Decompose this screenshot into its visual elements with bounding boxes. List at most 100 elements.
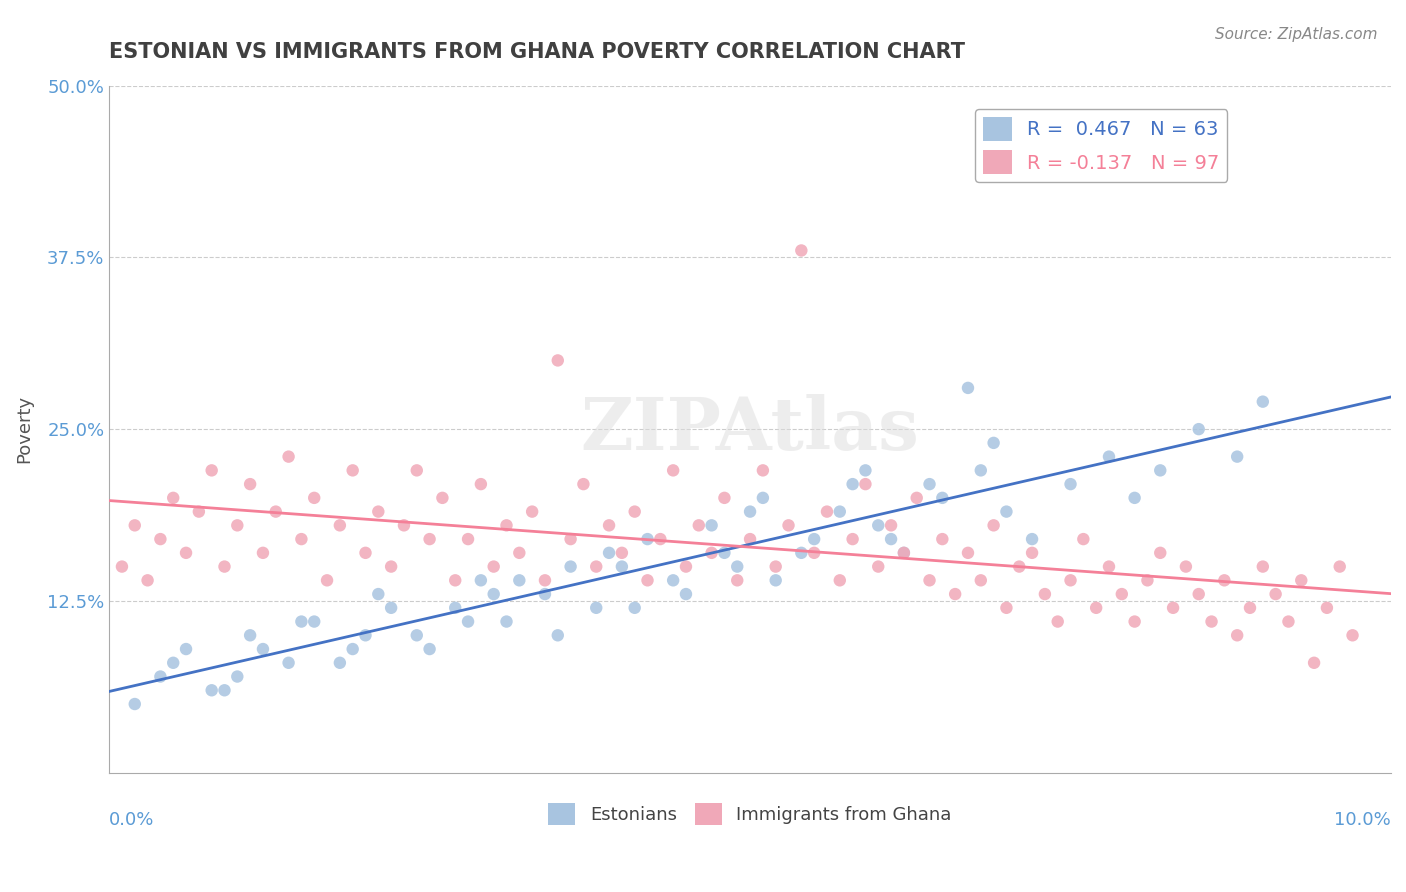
Point xyxy=(1277,615,1299,629)
Point xyxy=(1111,587,1133,601)
Text: 10.0%: 10.0% xyxy=(1334,811,1391,829)
Point xyxy=(264,505,287,519)
Point xyxy=(790,546,813,560)
Point xyxy=(520,505,543,519)
Point xyxy=(1239,600,1261,615)
Point xyxy=(855,463,877,477)
Point xyxy=(1123,615,1146,629)
Point xyxy=(1303,656,1326,670)
Point xyxy=(508,546,530,560)
Point xyxy=(214,683,236,698)
Text: ZIPAtlas: ZIPAtlas xyxy=(581,393,920,465)
Point xyxy=(508,574,530,588)
Point xyxy=(405,628,427,642)
Point xyxy=(868,518,890,533)
Point xyxy=(637,532,659,546)
Point xyxy=(778,518,800,533)
Point xyxy=(226,518,249,533)
Point xyxy=(1085,600,1108,615)
Point xyxy=(700,518,723,533)
Point xyxy=(918,574,941,588)
Point xyxy=(111,559,134,574)
Point xyxy=(1021,546,1043,560)
Point xyxy=(1188,587,1211,601)
Point xyxy=(675,559,697,574)
Point xyxy=(893,546,915,560)
Point xyxy=(1174,559,1197,574)
Legend: Estonians, Immigrants from Ghana: Estonians, Immigrants from Ghana xyxy=(541,796,959,832)
Text: ESTONIAN VS IMMIGRANTS FROM GHANA POVERTY CORRELATION CHART: ESTONIAN VS IMMIGRANTS FROM GHANA POVERT… xyxy=(110,42,965,62)
Point xyxy=(380,600,402,615)
Point xyxy=(534,587,557,601)
Point xyxy=(725,559,748,574)
Point xyxy=(302,491,325,505)
Point xyxy=(943,587,966,601)
Point xyxy=(688,518,710,533)
Point xyxy=(239,477,262,491)
Point xyxy=(738,532,761,546)
Point xyxy=(1059,477,1081,491)
Point xyxy=(738,505,761,519)
Point xyxy=(995,600,1018,615)
Point xyxy=(893,546,915,560)
Point xyxy=(931,491,953,505)
Point xyxy=(342,463,364,477)
Point xyxy=(880,532,903,546)
Point xyxy=(214,559,236,574)
Point xyxy=(1329,559,1351,574)
Point xyxy=(598,546,620,560)
Point xyxy=(201,683,224,698)
Point xyxy=(1021,532,1043,546)
Point xyxy=(482,559,505,574)
Point xyxy=(457,532,479,546)
Text: Source: ZipAtlas.com: Source: ZipAtlas.com xyxy=(1215,27,1378,42)
Point xyxy=(803,546,825,560)
Point xyxy=(405,463,427,477)
Point xyxy=(828,505,851,519)
Point xyxy=(752,491,775,505)
Point xyxy=(1341,628,1364,642)
Point xyxy=(931,532,953,546)
Point xyxy=(815,505,838,519)
Point xyxy=(124,518,146,533)
Point xyxy=(700,546,723,560)
Point xyxy=(392,518,415,533)
Point xyxy=(1201,615,1223,629)
Point xyxy=(1226,450,1249,464)
Point xyxy=(149,532,172,546)
Point xyxy=(1251,394,1274,409)
Point xyxy=(662,574,685,588)
Point xyxy=(187,505,209,519)
Point xyxy=(1316,600,1339,615)
Point xyxy=(1033,587,1056,601)
Point xyxy=(1188,422,1211,436)
Point xyxy=(841,477,863,491)
Point xyxy=(470,574,492,588)
Point xyxy=(136,574,159,588)
Point xyxy=(855,477,877,491)
Point xyxy=(1213,574,1236,588)
Point xyxy=(1149,463,1171,477)
Point xyxy=(239,628,262,642)
Point xyxy=(1098,450,1121,464)
Point xyxy=(841,532,863,546)
Point xyxy=(277,450,299,464)
Point xyxy=(1123,491,1146,505)
Point xyxy=(495,615,517,629)
Point xyxy=(956,546,979,560)
Point xyxy=(970,463,993,477)
Point xyxy=(675,587,697,601)
Point xyxy=(444,600,467,615)
Point xyxy=(124,697,146,711)
Point xyxy=(482,587,505,601)
Point xyxy=(572,477,595,491)
Point xyxy=(880,518,903,533)
Point xyxy=(868,559,890,574)
Point xyxy=(662,463,685,477)
Point xyxy=(174,642,197,657)
Point xyxy=(354,546,377,560)
Point xyxy=(610,546,633,560)
Point xyxy=(803,532,825,546)
Point xyxy=(329,656,352,670)
Point xyxy=(201,463,224,477)
